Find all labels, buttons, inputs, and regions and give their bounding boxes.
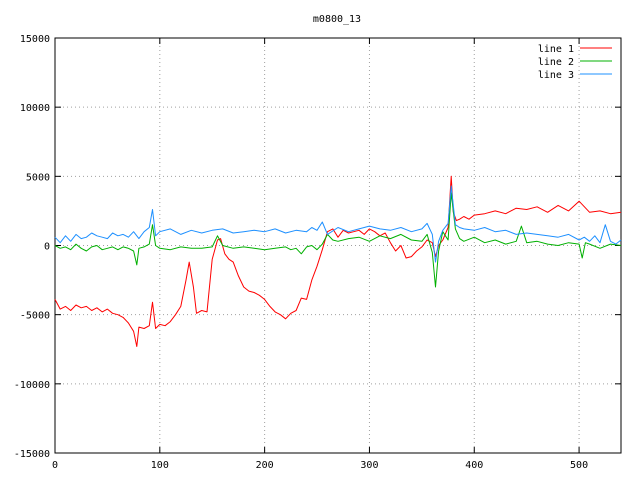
legend: line 1 line 2 line 3 — [538, 44, 612, 81]
chart-title: m0800_13 — [313, 14, 361, 25]
series-line-1 — [54, 175, 622, 347]
y-tick-label: 10000 — [20, 103, 50, 114]
series-line-3 — [54, 185, 622, 263]
x-tick-label: 400 — [465, 460, 483, 471]
legend-label-3: line 3 — [538, 70, 574, 81]
y-tick-label: 15000 — [20, 34, 50, 45]
x-tick-label: 300 — [360, 460, 378, 471]
y-tick-label: -10000 — [14, 380, 50, 391]
x-tick-label: 500 — [570, 460, 588, 471]
y-tick-label: 0 — [44, 242, 50, 253]
legend-label-2: line 2 — [538, 57, 574, 68]
series-lines — [54, 175, 622, 347]
y-tick-label: -5000 — [20, 311, 50, 322]
x-tick-label: 200 — [256, 460, 274, 471]
y-tick-label: -15000 — [14, 449, 50, 460]
x-tick-label: 0 — [52, 460, 58, 471]
grid-lines — [55, 38, 621, 453]
legend-label-1: line 1 — [538, 44, 574, 55]
series-line-2 — [54, 192, 622, 288]
y-tick-label: 5000 — [26, 172, 50, 183]
axes: 0 100 200 300 400 500 -15000 -10000 -5000 0 5000 10… — [14, 34, 622, 471]
x-tick-label: 100 — [151, 460, 169, 471]
